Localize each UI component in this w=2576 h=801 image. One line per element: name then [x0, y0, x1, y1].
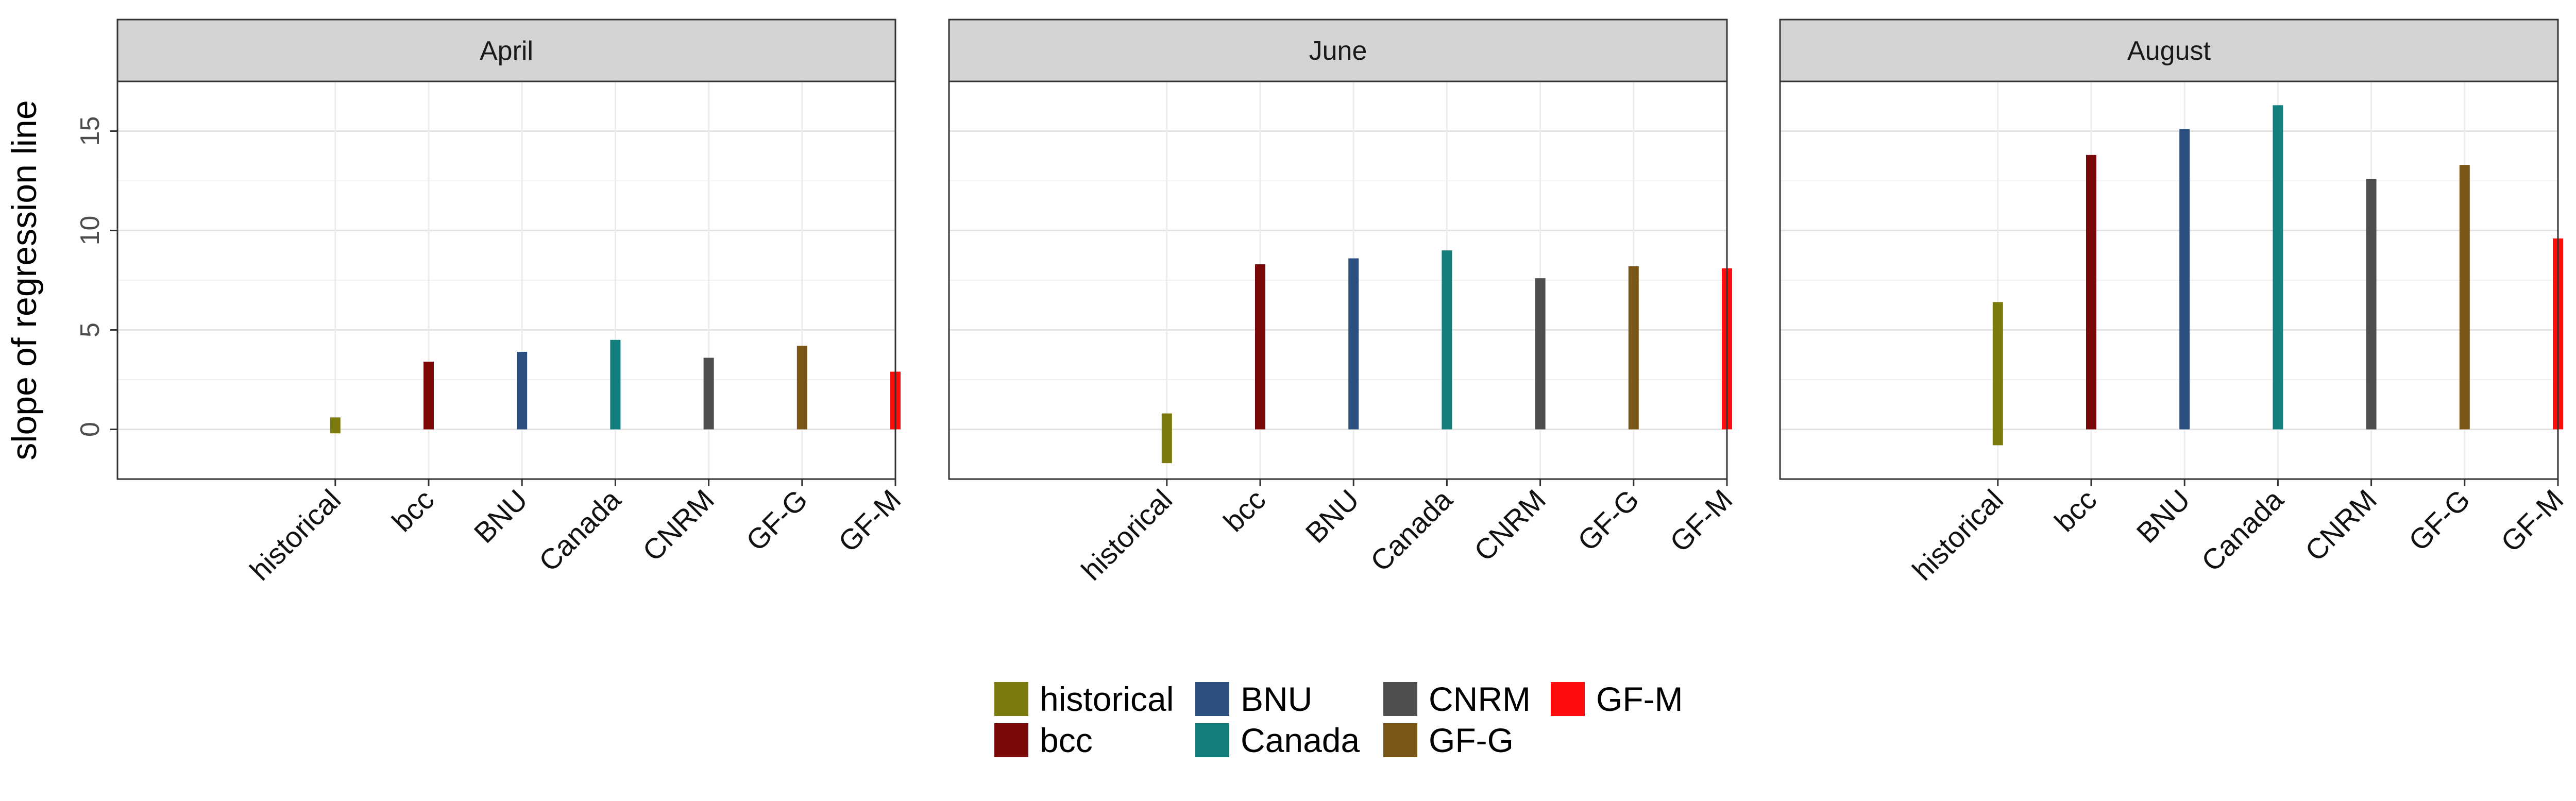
legend-swatch-gf-m	[1551, 682, 1585, 716]
bar-historical	[1161, 413, 1172, 464]
x-tick-label: GF-G	[1571, 483, 1646, 557]
x-tick-label: Canada	[1364, 483, 1459, 577]
bar-cnrm	[1535, 278, 1546, 430]
x-tick-label: Canada	[533, 483, 628, 577]
legend-swatch-bnu	[1195, 682, 1229, 716]
x-tick-label: CNRM	[2299, 483, 2383, 567]
bar-bcc	[1255, 264, 1265, 430]
legend-label-canada: Canada	[1241, 721, 1360, 759]
legend-swatch-bcc	[994, 723, 1028, 757]
bar-gf-g	[796, 346, 807, 430]
x-tick-label: GF-M	[832, 483, 907, 558]
x-tick-label: historical	[1906, 483, 2009, 587]
panel-strip	[116, 19, 896, 82]
bar-canada	[2273, 105, 2283, 430]
panel-border	[948, 80, 1728, 480]
legend-swatch-historical	[994, 682, 1028, 716]
panel-strip	[948, 19, 1728, 82]
legend-label-bcc: bcc	[1040, 721, 1093, 759]
x-tick-label: BNU	[468, 483, 534, 549]
x-tick-label: bcc	[2048, 483, 2103, 538]
legend-swatch-gf-g	[1383, 723, 1417, 757]
bar-gf-g	[2459, 165, 2470, 430]
panel-title: June	[1309, 36, 1367, 66]
x-tick-label: GF-M	[2495, 483, 2570, 558]
panel-border	[1779, 80, 2559, 480]
legend-label-gf-g: GF-G	[1429, 721, 1514, 759]
legend-label-bnu: BNU	[1241, 680, 1312, 718]
x-tick-label: CNRM	[1468, 483, 1552, 567]
legend-label-gf-m: GF-M	[1596, 680, 1683, 718]
bar-cnrm	[2366, 179, 2377, 430]
panel-border	[116, 80, 896, 480]
bar-bcc	[2086, 155, 2096, 430]
bar-bnu	[1348, 258, 1359, 430]
x-tick-label: GF-M	[1664, 483, 1739, 558]
bar-bnu	[517, 351, 528, 430]
bar-bcc	[423, 362, 434, 430]
x-tick-label: CNRM	[636, 483, 720, 567]
bar-historical	[330, 417, 341, 434]
bar-canada	[610, 339, 621, 430]
x-tick-label: GF-G	[740, 483, 814, 557]
bar-cnrm	[703, 357, 714, 430]
x-tick-label: historical	[1075, 483, 1178, 587]
x-tick-label: GF-G	[2402, 483, 2477, 557]
x-tick-label: bcc	[1217, 483, 1272, 538]
y-axis-title: slope of regression line	[5, 100, 44, 460]
legend-swatch-cnrm	[1383, 682, 1417, 716]
x-tick-label: bcc	[385, 483, 440, 538]
bar-gf-g	[1628, 266, 1639, 430]
legend-label-historical: historical	[1040, 680, 1174, 718]
legend-label-cnrm: CNRM	[1429, 680, 1531, 718]
x-tick-label: BNU	[1299, 483, 1365, 549]
x-tick-label: Canada	[2195, 483, 2290, 577]
y-tick-label: 5	[75, 322, 105, 337]
bar-canada	[1442, 250, 1452, 430]
bar-historical	[1992, 302, 2003, 446]
y-tick-label: 10	[75, 216, 105, 246]
legend-swatch-canada	[1195, 723, 1229, 757]
y-tick-label: 15	[75, 116, 105, 146]
x-tick-label: historical	[243, 483, 347, 587]
x-tick-label: BNU	[2130, 483, 2196, 549]
y-tick-label: 0	[75, 422, 105, 437]
bar-bnu	[2179, 129, 2190, 430]
panel-strip	[1779, 19, 2559, 82]
panel-title: April	[480, 36, 533, 66]
panel-title: August	[2127, 36, 2211, 66]
